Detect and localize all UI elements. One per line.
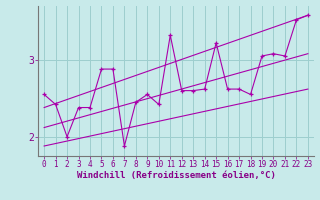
X-axis label: Windchill (Refroidissement éolien,°C): Windchill (Refroidissement éolien,°C) xyxy=(76,171,276,180)
